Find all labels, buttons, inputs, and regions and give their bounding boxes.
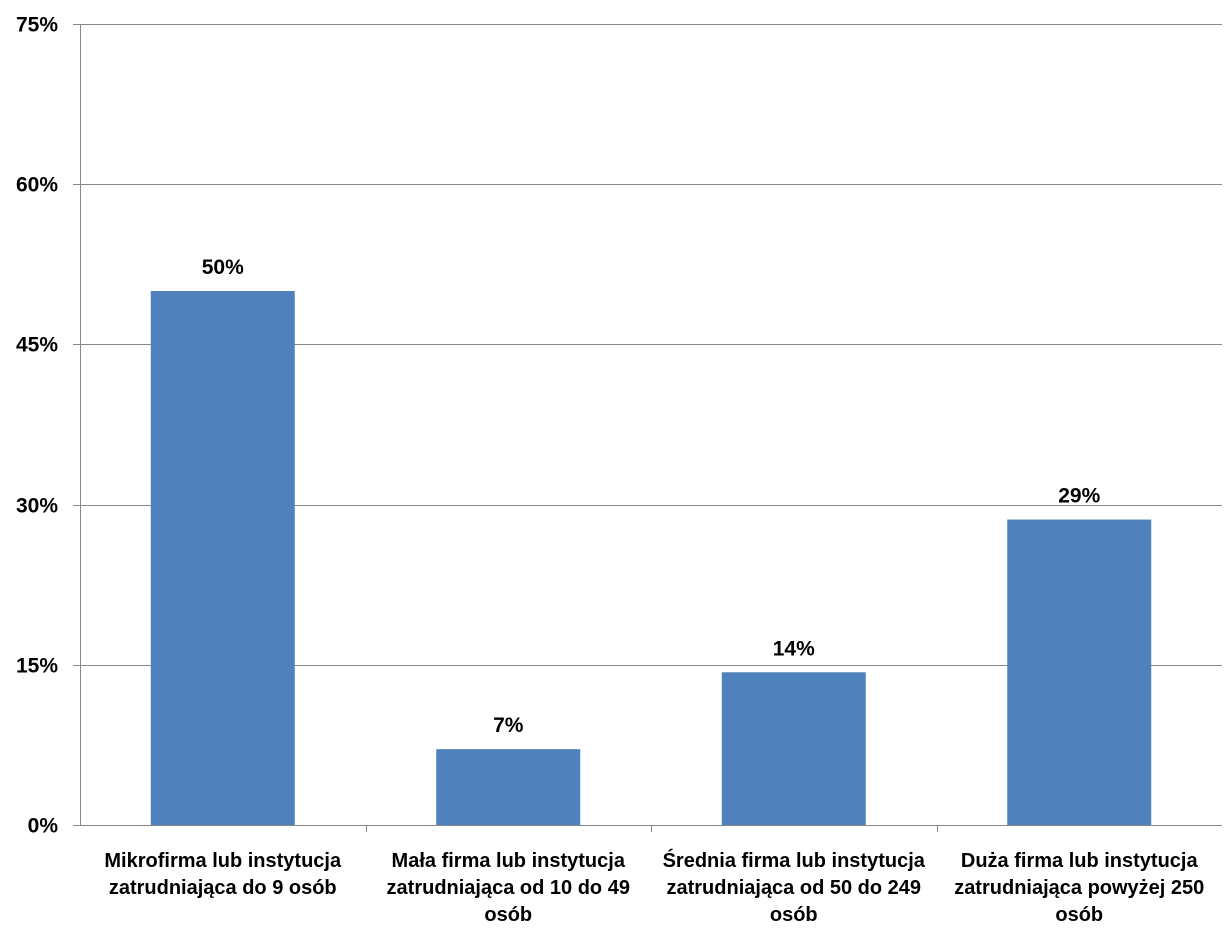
x-axis-category-label-line: Mikrofirma lub instytucja xyxy=(104,850,342,872)
x-axis-category-label-line: zatrudniająca od 10 do 49 xyxy=(387,877,630,899)
data-label: 50% xyxy=(202,256,244,279)
bar xyxy=(1007,519,1152,825)
data-label: 7% xyxy=(493,714,524,737)
x-axis-category-label: Mała firma lub instytucja zatrudniająca o… xyxy=(387,850,630,926)
x-axis-category-label-line: Średnia firma lub instytucja xyxy=(663,848,926,872)
x-axis-category-label-line: osób xyxy=(484,904,532,926)
data-labels: 50% 7% 14% 29% xyxy=(202,256,1101,737)
x-axis-category-label: Duża firma lub instytucja zatrudniająca p… xyxy=(954,850,1204,926)
x-axis-category-labels: Mikrofirma lub instytucja zatrudniająca d… xyxy=(104,848,1204,926)
y-axis-tick-label: 45% xyxy=(16,334,58,357)
axes xyxy=(73,24,1222,832)
x-axis-category-label-line: osób xyxy=(1055,904,1103,926)
y-axis-tick-label: 15% xyxy=(16,655,58,678)
y-axis-tick-label: 75% xyxy=(16,14,58,37)
bar xyxy=(721,672,866,825)
x-axis-category-label: Mikrofirma lub instytucja zatrudniająca d… xyxy=(104,850,342,899)
x-axis-category-label-line: osób xyxy=(770,904,818,926)
data-label: 29% xyxy=(1058,485,1100,508)
x-axis-category-label-line: zatrudniająca powyżej 250 xyxy=(954,877,1204,899)
y-axis-tick-label: 0% xyxy=(28,815,59,838)
y-axis-tick-labels: 0% 15% 30% 45% 60% 75% xyxy=(16,14,58,838)
x-axis-category-label-line: zatrudniająca od 50 do 249 xyxy=(666,877,921,899)
bars xyxy=(150,291,1152,825)
y-axis-tick-label: 60% xyxy=(16,174,58,197)
data-label: 14% xyxy=(773,637,815,660)
x-axis-category-label-line: Mała firma lub instytucja xyxy=(392,850,626,872)
bar xyxy=(436,749,581,825)
y-axis-tick-label: 30% xyxy=(16,495,58,518)
x-axis-category-label-line: Duża firma lub instytucja xyxy=(961,850,1199,872)
bar xyxy=(150,291,295,825)
x-axis-category-label: Średnia firma lub instytucja zatrudniając… xyxy=(663,848,926,926)
x-axis-category-label-line: zatrudniająca do 9 osób xyxy=(109,877,337,899)
